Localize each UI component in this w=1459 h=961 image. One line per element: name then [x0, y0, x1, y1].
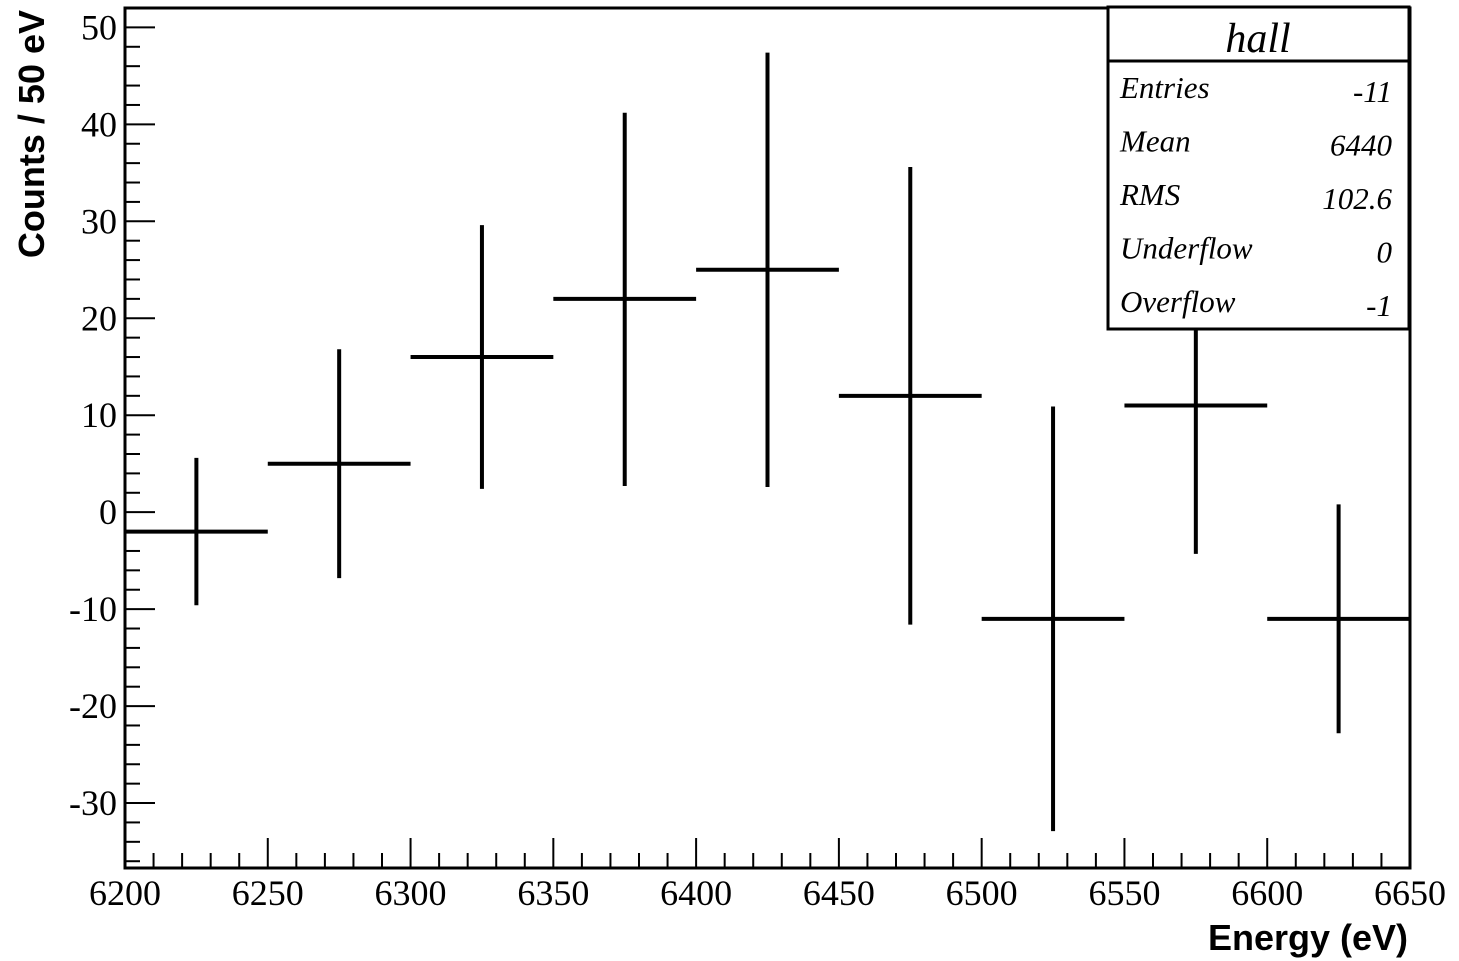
x-axis-title: Energy (eV): [1208, 917, 1408, 958]
bin-marker: [410, 225, 554, 489]
bin-marker: [981, 406, 1125, 832]
stats-rows: Entries -11 Mean 6440 RMS 102.6 Underflow 0 Over…: [1119, 70, 1393, 323]
stats-label: Underflow: [1120, 231, 1253, 266]
stats-value: -11: [1353, 74, 1392, 109]
plot-frame: [123, 6, 1412, 870]
stats-label: RMS: [1119, 177, 1180, 212]
x-tick-label: 6350: [517, 873, 589, 913]
x-tick-label: 6600: [1231, 873, 1303, 913]
y-tick-label: 50: [81, 7, 117, 47]
x-tick-label: 6650: [1374, 873, 1446, 913]
y-tick-label: 20: [81, 298, 117, 338]
x-tick-label: 6500: [946, 873, 1018, 913]
x-tick-label: 6250: [232, 873, 304, 913]
y-axis-title: Counts / 50 eV: [11, 10, 52, 258]
bin-marker: [838, 167, 982, 625]
x-tick-label: 6300: [375, 873, 447, 913]
x-tick-label: 6550: [1088, 873, 1160, 913]
x-axis-ticks: 6200 6250 6300 6350 6400 6450 6500 6550 6600 6650: [89, 838, 1446, 913]
y-tick-label: -30: [69, 783, 117, 823]
y-tick-label: -10: [69, 589, 117, 629]
y-tick-label: 30: [81, 201, 117, 241]
stats-box-title: hall: [1225, 16, 1290, 62]
bin-marker: [1267, 504, 1410, 734]
stats-label: Overflow: [1120, 284, 1236, 319]
y-tick-label: 10: [81, 395, 117, 435]
stats-value: 0: [1377, 235, 1393, 270]
y-tick-label: -20: [69, 686, 117, 726]
bin-marker: [553, 112, 697, 486]
stats-label: Entries: [1119, 70, 1210, 105]
y-axis-ticks: -30 -20 -10 0 10 20 30 40 50: [69, 7, 155, 863]
x-tick-label: 6200: [89, 873, 161, 913]
y-tick-label: 40: [81, 104, 117, 144]
stats-box: hall Entries -11 Mean 6440 RMS 102.6 Underflow…: [1106, 5, 1411, 331]
stats-label: Mean: [1119, 124, 1191, 159]
bin-marker: [125, 457, 268, 606]
x-tick-label: 6450: [803, 873, 875, 913]
bin-marker: [696, 52, 839, 487]
stats-value: 102.6: [1322, 181, 1392, 216]
stats-value: -1: [1366, 288, 1392, 323]
stats-value: 6440: [1330, 128, 1393, 163]
bin-marker: [267, 349, 411, 579]
y-tick-label: 0: [99, 492, 117, 532]
x-tick-label: 6400: [660, 873, 732, 913]
